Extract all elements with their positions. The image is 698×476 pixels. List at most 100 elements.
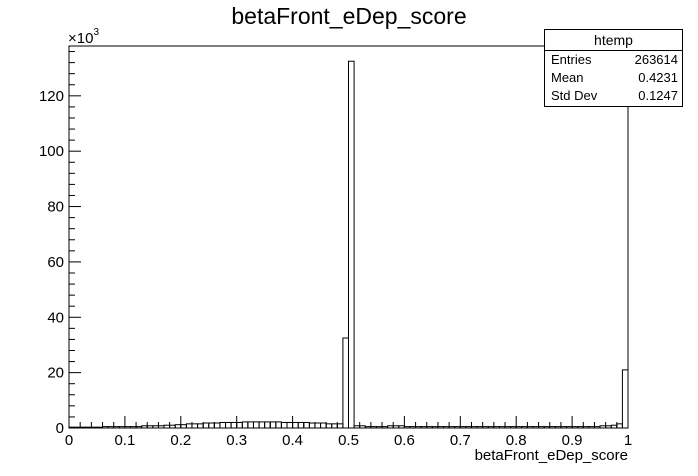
histogram-bin [543,426,551,429]
histogram-bin [375,426,383,429]
histogram-bin [118,426,126,429]
y-axis-tick-label: 40 [47,309,64,326]
histogram-bin [202,422,210,429]
x-axis-title: betaFront_eDep_score [475,447,628,464]
x-axis-tick-label: 0.8 [506,432,527,449]
histogram-bin [538,426,545,429]
histogram-bin [532,426,540,429]
x-axis-tick-label: 0.5 [338,432,359,449]
x-axis-tick-label: 0.7 [450,432,471,449]
histogram-bin [236,421,243,429]
histogram-bin [554,426,562,429]
histogram-bin [129,426,137,429]
histogram-bin [526,426,534,429]
histogram-bin [437,426,445,429]
histogram-bin [621,369,629,429]
x-axis-tick-label: 0.1 [114,432,135,449]
histogram-bin [470,426,478,429]
histogram-bin [247,421,254,429]
x-axis-tick-label: 0.4 [282,432,303,449]
histogram-bin [409,426,417,429]
histogram-bin [185,423,193,429]
histogram-bin [370,426,377,429]
histogram-bin [610,424,618,429]
histogram-bin [454,426,461,429]
histogram-bin [303,421,310,429]
y-axis-tick-label: 80 [47,199,64,216]
histogram-bin [476,426,484,429]
histogram-bin [599,425,607,429]
histogram-bin [292,421,299,429]
histogram-bin [521,426,528,429]
y-axis-tick-label: 60 [47,254,64,271]
histogram-bin [96,426,104,429]
histogram-bin [577,426,584,429]
histogram-bin [415,426,422,429]
stats-value: 0.1247 [638,88,678,103]
x-axis-tick-label: 0.2 [170,432,191,449]
stats-row-std-dev: Std Dev 0.1247 [545,87,682,105]
histogram-bin [197,423,204,429]
stats-value: 0.4231 [638,70,678,85]
histogram-bin [286,421,294,429]
stats-label: Std Dev [551,88,598,103]
histogram-bin [107,426,115,429]
stats-row-mean: Mean 0.4231 [545,69,682,87]
histogram-bin [157,425,165,429]
histogram-bin [191,423,199,429]
x-axis-tick-label: 1 [624,432,632,449]
histogram-bin [180,424,187,429]
histogram-bin [353,425,361,429]
histogram-bin [426,426,433,429]
histogram-bin [258,421,266,429]
histogram-bin [381,426,389,429]
histogram-bin [566,426,573,429]
y-axis-multiplier-base: ×10 [68,30,94,47]
histogram-bin [498,426,506,429]
histogram-bin [146,425,154,429]
histogram-bin [280,421,288,429]
histogram-bin [487,426,495,429]
x-axis-tick-label: 0.9 [562,432,583,449]
histogram-bin [213,422,221,429]
y-axis-multiplier: ×103 [68,27,99,47]
histogram-bin [264,421,271,429]
histogram-bin [336,423,344,429]
histogram-bin [448,426,456,429]
histogram-bin [387,425,394,429]
histogram-bin [113,426,120,429]
histogram-bin [605,425,612,429]
y-axis-tick-label: 120 [39,88,64,105]
histogram-bin [549,426,556,429]
histogram-bin [269,421,277,429]
histogram-bin [616,423,623,429]
histogram-bin [174,424,182,429]
histogram-bin [482,426,489,429]
x-axis-tick-label: 0.6 [394,432,415,449]
stats-label: Entries [551,52,592,67]
histogram-bin [169,424,176,429]
histogram-bin [431,426,439,429]
histogram-bin [588,426,595,429]
histogram-bin [582,426,590,429]
histogram-bin [420,426,428,429]
histogram-bin [124,426,131,429]
histogram-bin [398,425,405,429]
histogram-bin [297,421,305,429]
histogram-bin [79,426,87,429]
chart-title: betaFront_eDep_score [231,3,467,29]
histogram-bin [443,426,450,429]
y-axis-tick-label: 0 [56,420,64,437]
x-axis-tick-label: 0.3 [226,432,247,449]
stats-value: 263614 [634,52,678,67]
histogram-bin [225,421,232,429]
histogram-bin [252,421,260,429]
stats-label: Mean [551,70,584,85]
histogram-bin [515,426,523,429]
histogram-bin [465,426,472,429]
histogram-bin [348,60,355,429]
histogram-bin [325,423,333,429]
histogram-bin [230,421,238,429]
histogram-bin [342,337,350,429]
histogram-bin [135,426,143,429]
